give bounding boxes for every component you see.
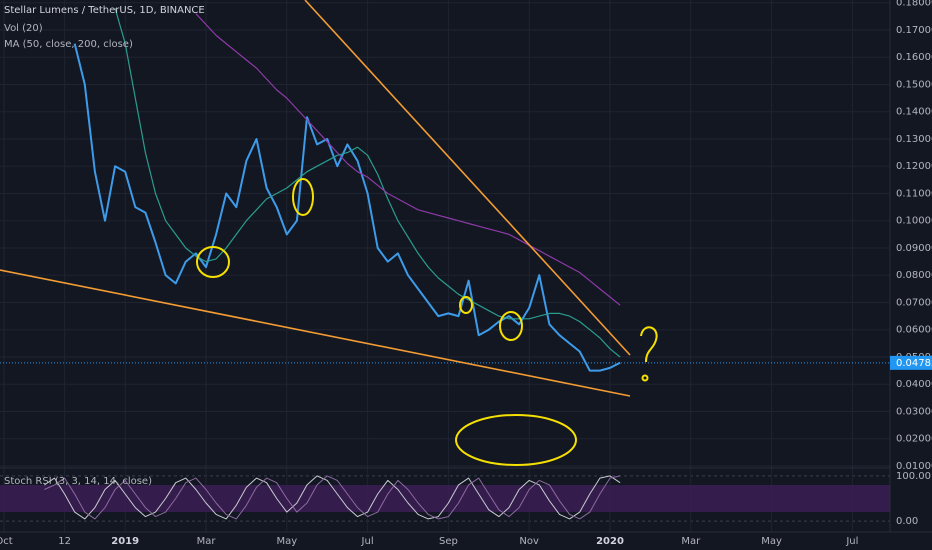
indicator-label: MA (50, close, 200, close) bbox=[4, 39, 133, 50]
ma-line bbox=[114, 8, 621, 358]
y-tick-label: 0.00 bbox=[896, 516, 918, 527]
x-tick-label: Oct bbox=[0, 536, 13, 547]
highlight-circle bbox=[459, 296, 473, 314]
chart-title: Stellar Lumens / TetherUS, 1D, BINANCE bbox=[4, 5, 205, 16]
x-tick-label: Mar bbox=[197, 536, 217, 547]
ma-line bbox=[195, 13, 621, 306]
x-tick-label: 2020 bbox=[596, 536, 624, 547]
indicator-label: Vol (20) bbox=[4, 23, 43, 34]
indicator-label: Stoch RSI (3, 3, 14, 14, close) bbox=[4, 476, 152, 487]
x-tick-label: Mar bbox=[681, 536, 701, 547]
x-tick-label: Sep bbox=[439, 536, 458, 547]
question-mark bbox=[640, 326, 658, 363]
y-tick-label: 0.18000 bbox=[896, 0, 932, 9]
last-price-label: 0.04785 bbox=[896, 358, 932, 369]
x-tick-label: Jul bbox=[845, 536, 858, 547]
last-price-box bbox=[890, 355, 932, 370]
trend-line bbox=[0, 269, 631, 397]
x-tick-label: 12 bbox=[58, 536, 71, 547]
annotations bbox=[0, 0, 658, 466]
x-tick-label: May bbox=[276, 536, 297, 547]
stoch-line bbox=[44, 475, 621, 520]
price-line bbox=[73, 43, 621, 372]
x-tick-label: 2019 bbox=[111, 536, 139, 547]
highlight-circle bbox=[455, 414, 577, 466]
x-tick-label: Jul bbox=[361, 536, 374, 547]
stoch-line bbox=[44, 475, 621, 520]
question-mark-dot bbox=[641, 374, 649, 382]
grid bbox=[0, 0, 890, 532]
y-tick-label: 100.00 bbox=[896, 471, 931, 482]
highlight-circle bbox=[292, 178, 314, 216]
highlight-circle bbox=[196, 246, 230, 278]
x-tick-label: Nov bbox=[519, 536, 539, 547]
x-tick-label: May bbox=[761, 536, 782, 547]
trend-line bbox=[304, 0, 631, 356]
highlight-circle bbox=[499, 311, 523, 341]
plot bbox=[0, 8, 890, 520]
